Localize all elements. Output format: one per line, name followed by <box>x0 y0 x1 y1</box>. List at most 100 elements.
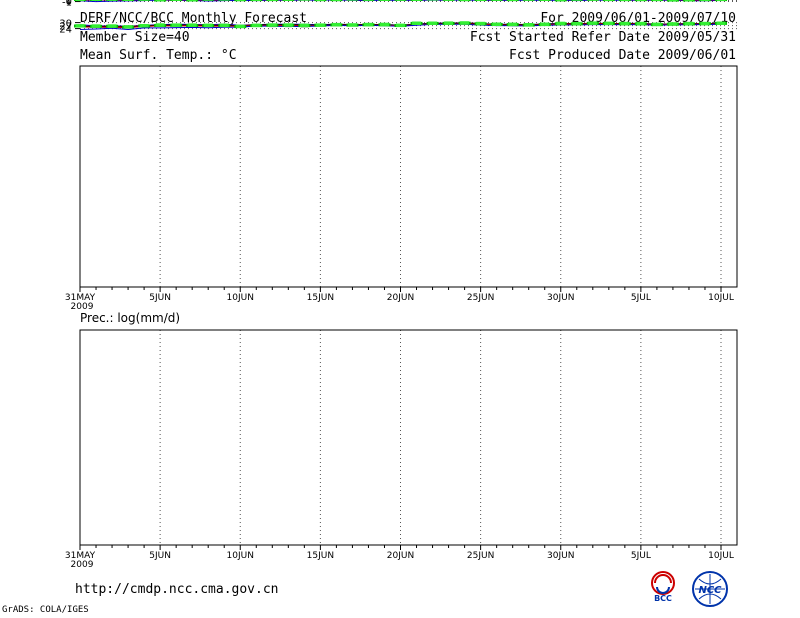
temp-x-tick-label: 5JUL <box>631 293 651 303</box>
temp-observed-mark <box>476 21 486 26</box>
prec-observed-mark <box>492 0 502 1</box>
prec-observed-mark <box>347 0 357 1</box>
member-size-label: Member Size=40 <box>80 30 190 45</box>
prec-observed-mark <box>700 0 710 2</box>
prec-x-tick-label: 10JUN <box>227 551 254 561</box>
prec-observed-mark <box>299 0 309 1</box>
prec-x-tick-label: 30JUN <box>547 551 574 561</box>
prec-panel-title: Prec.: log(mm/d) <box>80 311 180 325</box>
prec-y-tick-label: -1 <box>62 0 72 9</box>
temp-observed-mark <box>219 23 229 28</box>
prec-observed-mark <box>123 0 133 1</box>
bcc-logo-text: BCC <box>654 594 672 603</box>
temp-observed-mark <box>524 23 534 27</box>
temp-observed-mark <box>363 22 373 27</box>
prec-x-tick-label: 15JUN <box>307 551 334 561</box>
prec-observed-mark <box>139 0 149 1</box>
temp-observed-mark <box>556 21 566 26</box>
prec-observed-mark <box>684 0 694 2</box>
prec-x-tick-label: 5JUN <box>149 551 171 561</box>
temp-observed-mark <box>283 23 293 27</box>
temp-x-tick-label: 20JUN <box>387 293 414 303</box>
prec-x-tick-label: 10JUL <box>708 551 734 561</box>
temp-observed-mark <box>123 25 133 29</box>
prec-observed-mark <box>251 0 261 2</box>
prec-observed-mark <box>396 0 405 1</box>
grads-credit: GrADS: COLA/IGES <box>2 605 89 615</box>
temp-y-tick-label: 24 <box>59 25 72 36</box>
prec-observed-mark <box>75 0 85 2</box>
temp-observed-mark <box>139 24 149 28</box>
temp-observed-mark <box>460 21 470 25</box>
temp-observed-mark <box>572 21 582 26</box>
temp-x-tick-label: 25JUN <box>467 293 494 303</box>
temp-observed-mark <box>636 21 646 26</box>
prec-observed-mark <box>572 0 582 1</box>
prec-observed-mark <box>428 0 438 1</box>
temp-observed-mark <box>187 23 197 27</box>
temp-observed-mark <box>315 23 325 27</box>
temp-frame <box>79 65 738 288</box>
temp-observed-mark <box>700 21 710 26</box>
prec-observed-mark <box>155 0 165 2</box>
prec-x-tick-label: 20JUN <box>387 551 414 561</box>
temp-observed-mark <box>203 23 213 28</box>
temp-observed-mark <box>620 21 630 26</box>
temp-observed-mark <box>331 22 341 27</box>
temp-observed-mark <box>508 22 518 27</box>
prec-x-tick-label: 5JUL <box>631 551 651 561</box>
bcc-logo-icon: BCC <box>651 571 675 603</box>
footer-url[interactable]: http://cmdp.ncc.cma.gov.cn <box>75 582 279 597</box>
prec-observed-mark <box>556 0 566 2</box>
temp-y-tick-label: 27 <box>59 22 72 33</box>
prec-frame <box>79 329 738 546</box>
prec-x-year-label: 2009 <box>71 560 94 570</box>
temp-observed-mark <box>492 22 502 26</box>
prec-observed-mark <box>540 0 550 1</box>
temp-observed-mark <box>444 21 454 25</box>
temp-observed-mark <box>412 21 422 25</box>
prec-y-tick-label: 1 <box>66 0 72 7</box>
temp-observed-mark <box>107 24 117 28</box>
variable-label: Mean Surf. Temp.: °C <box>80 48 237 63</box>
prec-observed-mark <box>363 0 373 1</box>
prec-observed-mark <box>219 0 229 1</box>
prec-y-tick-label: 0 <box>66 0 72 8</box>
temp-observed-mark <box>379 22 389 27</box>
prec-observed-mark <box>315 0 325 2</box>
prec-observed-mark <box>331 0 341 2</box>
temp-observed-mark <box>155 23 165 27</box>
temp-x-tick-label: 30JUN <box>547 293 574 303</box>
prec-observed-mark <box>620 0 630 2</box>
temp-x-tick-label: 10JUL <box>708 293 734 303</box>
prec-observed-mark <box>203 0 213 1</box>
prec-plot-area <box>80 330 737 545</box>
temp-observed-mark <box>347 23 357 27</box>
prec-observed-mark <box>267 0 277 2</box>
prec-observed-mark <box>171 0 181 1</box>
prec-x-tick-label: 31MAY <box>65 551 96 561</box>
prec-observed-mark <box>636 0 646 2</box>
prec-observed-mark <box>604 0 614 2</box>
prec-observed-mark <box>444 0 454 1</box>
ncc-logo-text: NCC <box>698 585 722 596</box>
prec-observed-mark <box>460 0 470 2</box>
prec-observed-mark <box>716 0 726 2</box>
prec-observed-mark <box>524 0 534 1</box>
prec-observed-mark <box>652 0 662 2</box>
prec-observed-mark <box>379 0 389 1</box>
temp-plot-area <box>80 66 737 287</box>
temp-x-year-label: 2009 <box>71 302 94 312</box>
prec-observed-mark <box>235 0 245 2</box>
ncc-logo-icon: NCC <box>692 571 728 607</box>
prec-observed-mark <box>588 0 598 1</box>
temp-observed-mark <box>716 21 726 25</box>
temp-observed-mark <box>267 23 277 27</box>
temp-observed-mark <box>235 24 245 29</box>
temp-observed-mark <box>652 22 662 27</box>
prec-observed-mark <box>412 0 422 1</box>
temp-observed-mark <box>684 21 694 26</box>
